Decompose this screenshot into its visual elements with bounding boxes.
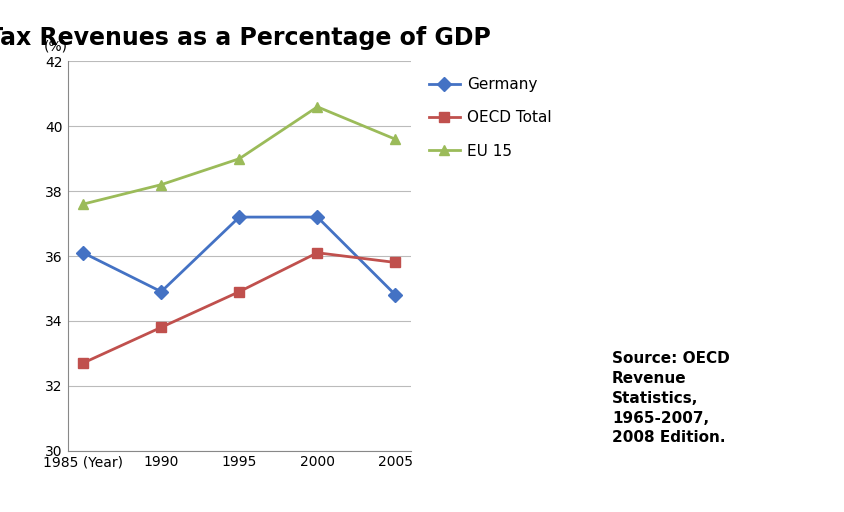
Germany: [235, 214, 245, 220]
EU 15: [156, 182, 166, 188]
Germany: [391, 292, 401, 298]
OECD Total: [391, 260, 401, 266]
EU 15: [78, 201, 89, 207]
OECD Total: [78, 360, 89, 366]
EU 15: [235, 156, 245, 162]
Germany: [156, 289, 166, 295]
Germany: [312, 214, 322, 220]
Title: Tax Revenues as a Percentage of GDP: Tax Revenues as a Percentage of GDP: [0, 26, 491, 50]
Legend: Germany, OECD Total, EU 15: Germany, OECD Total, EU 15: [429, 77, 552, 159]
Line: Germany: Germany: [78, 212, 400, 300]
Line: OECD Total: OECD Total: [78, 248, 400, 368]
EU 15: [391, 136, 401, 142]
Germany: [78, 250, 89, 256]
EU 15: [312, 104, 322, 110]
OECD Total: [156, 324, 166, 330]
Text: Source: OECD
Revenue
Statistics,
1965-2007,
2008 Edition.: Source: OECD Revenue Statistics, 1965-20…: [612, 351, 730, 445]
Line: EU 15: EU 15: [78, 102, 400, 209]
Text: (%): (%): [44, 39, 68, 54]
OECD Total: [235, 289, 245, 295]
OECD Total: [312, 250, 322, 256]
